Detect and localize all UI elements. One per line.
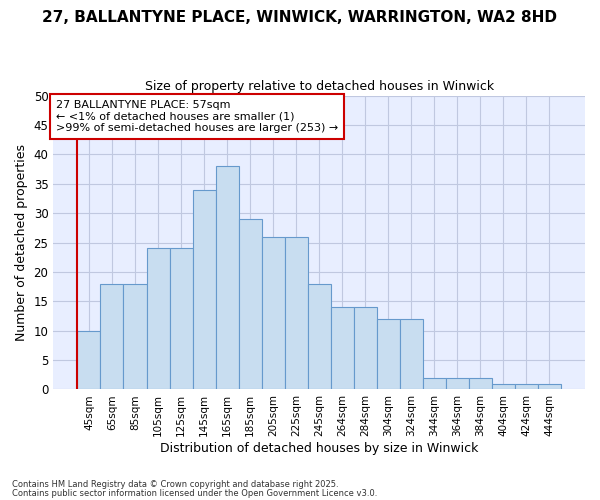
Bar (377, 319, 400, 390)
Bar (215, 166, 239, 390)
Bar (170, 248, 193, 390)
Text: Contains public sector information licensed under the Open Government Licence v3: Contains public sector information licen… (12, 488, 377, 498)
X-axis label: Distribution of detached houses by size in Winwick: Distribution of detached houses by size … (160, 442, 478, 455)
Text: 27, BALLANTYNE PLACE, WINWICK, WARRINGTON, WA2 8HD: 27, BALLANTYNE PLACE, WINWICK, WARRINGTO… (43, 10, 557, 25)
Bar (515, 384, 538, 390)
Bar (400, 319, 423, 390)
Bar (77, 330, 100, 390)
Bar (331, 307, 353, 390)
Bar (262, 236, 284, 390)
Bar (353, 307, 377, 390)
Bar (492, 384, 515, 390)
Bar (146, 248, 170, 390)
Bar (423, 378, 446, 390)
Y-axis label: Number of detached properties: Number of detached properties (15, 144, 28, 341)
Text: 27 BALLANTYNE PLACE: 57sqm
← <1% of detached houses are smaller (1)
>99% of semi: 27 BALLANTYNE PLACE: 57sqm ← <1% of deta… (56, 100, 338, 133)
Bar (284, 236, 308, 390)
Bar (446, 378, 469, 390)
Bar (124, 284, 146, 390)
Title: Size of property relative to detached houses in Winwick: Size of property relative to detached ho… (145, 80, 494, 93)
Text: Contains HM Land Registry data © Crown copyright and database right 2025.: Contains HM Land Registry data © Crown c… (12, 480, 338, 489)
Bar (308, 284, 331, 390)
Bar (100, 284, 124, 390)
Bar (193, 190, 215, 390)
Bar (469, 378, 492, 390)
Bar (239, 219, 262, 390)
Bar (538, 384, 561, 390)
